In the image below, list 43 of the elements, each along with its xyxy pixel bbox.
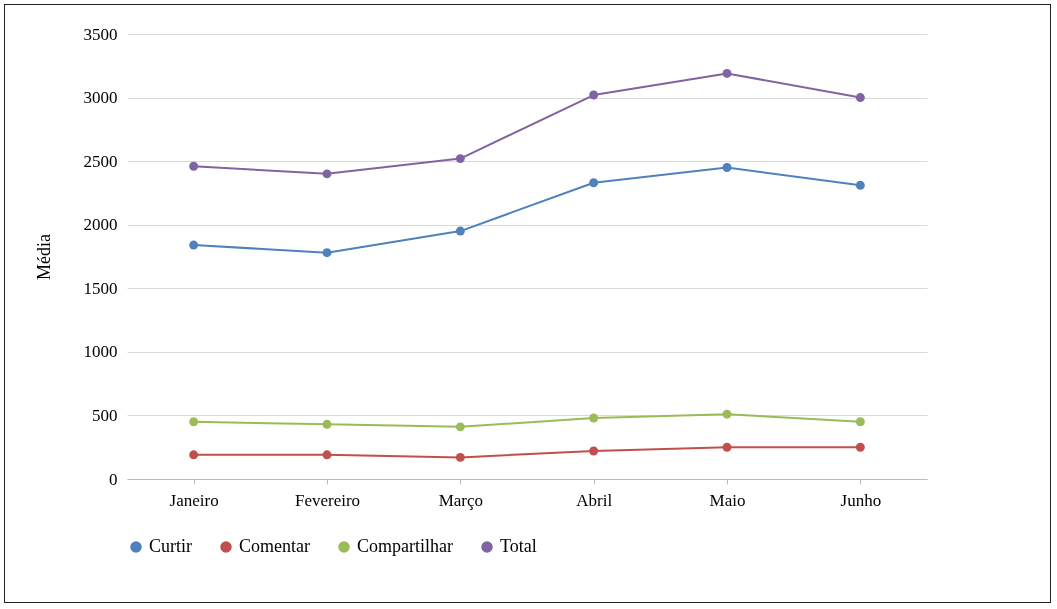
- y-tick-label: 1000: [83, 342, 118, 362]
- point: [322, 248, 332, 258]
- point: [855, 93, 865, 103]
- x-tick-label: Maio: [709, 490, 746, 510]
- point: [322, 419, 332, 429]
- point: [855, 442, 865, 452]
- y-tick-label: 500: [92, 405, 118, 425]
- y-tick-label: 3500: [83, 24, 118, 44]
- point: [189, 240, 199, 250]
- legend-label: Total: [500, 536, 537, 556]
- x-tick-label: Abril: [576, 490, 613, 510]
- point: [589, 446, 599, 456]
- y-tick-label: 2500: [83, 151, 118, 171]
- legend-label: Curtir: [149, 536, 192, 556]
- point: [189, 161, 199, 171]
- x-tick-label: Junho: [840, 490, 882, 510]
- point: [455, 422, 465, 432]
- point: [589, 90, 599, 100]
- point: [722, 163, 732, 172]
- point: [322, 450, 332, 460]
- point: [589, 413, 599, 423]
- y-tick-label: 2000: [83, 215, 118, 235]
- point: [722, 442, 732, 452]
- y-tick-label: 1500: [83, 278, 118, 298]
- y-axis-title: Média: [33, 234, 54, 280]
- y-tick-label: 3000: [83, 88, 118, 108]
- point: [722, 409, 732, 419]
- point: [455, 226, 465, 236]
- x-tick-label: Janeiro: [169, 490, 219, 510]
- point: [189, 417, 199, 427]
- point: [722, 68, 732, 78]
- point: [455, 154, 465, 164]
- point: [589, 178, 599, 188]
- x-tick-label: Março: [438, 490, 484, 510]
- point: [855, 180, 865, 190]
- point: [855, 417, 865, 427]
- point: [455, 452, 465, 462]
- point: [322, 169, 332, 179]
- legend-label: Comentar: [239, 536, 310, 556]
- point: [189, 450, 199, 460]
- legend-label: Compartilhar: [357, 536, 453, 556]
- x-tick-label: Fevereiro: [294, 490, 361, 510]
- y-tick-label: 0: [109, 469, 118, 489]
